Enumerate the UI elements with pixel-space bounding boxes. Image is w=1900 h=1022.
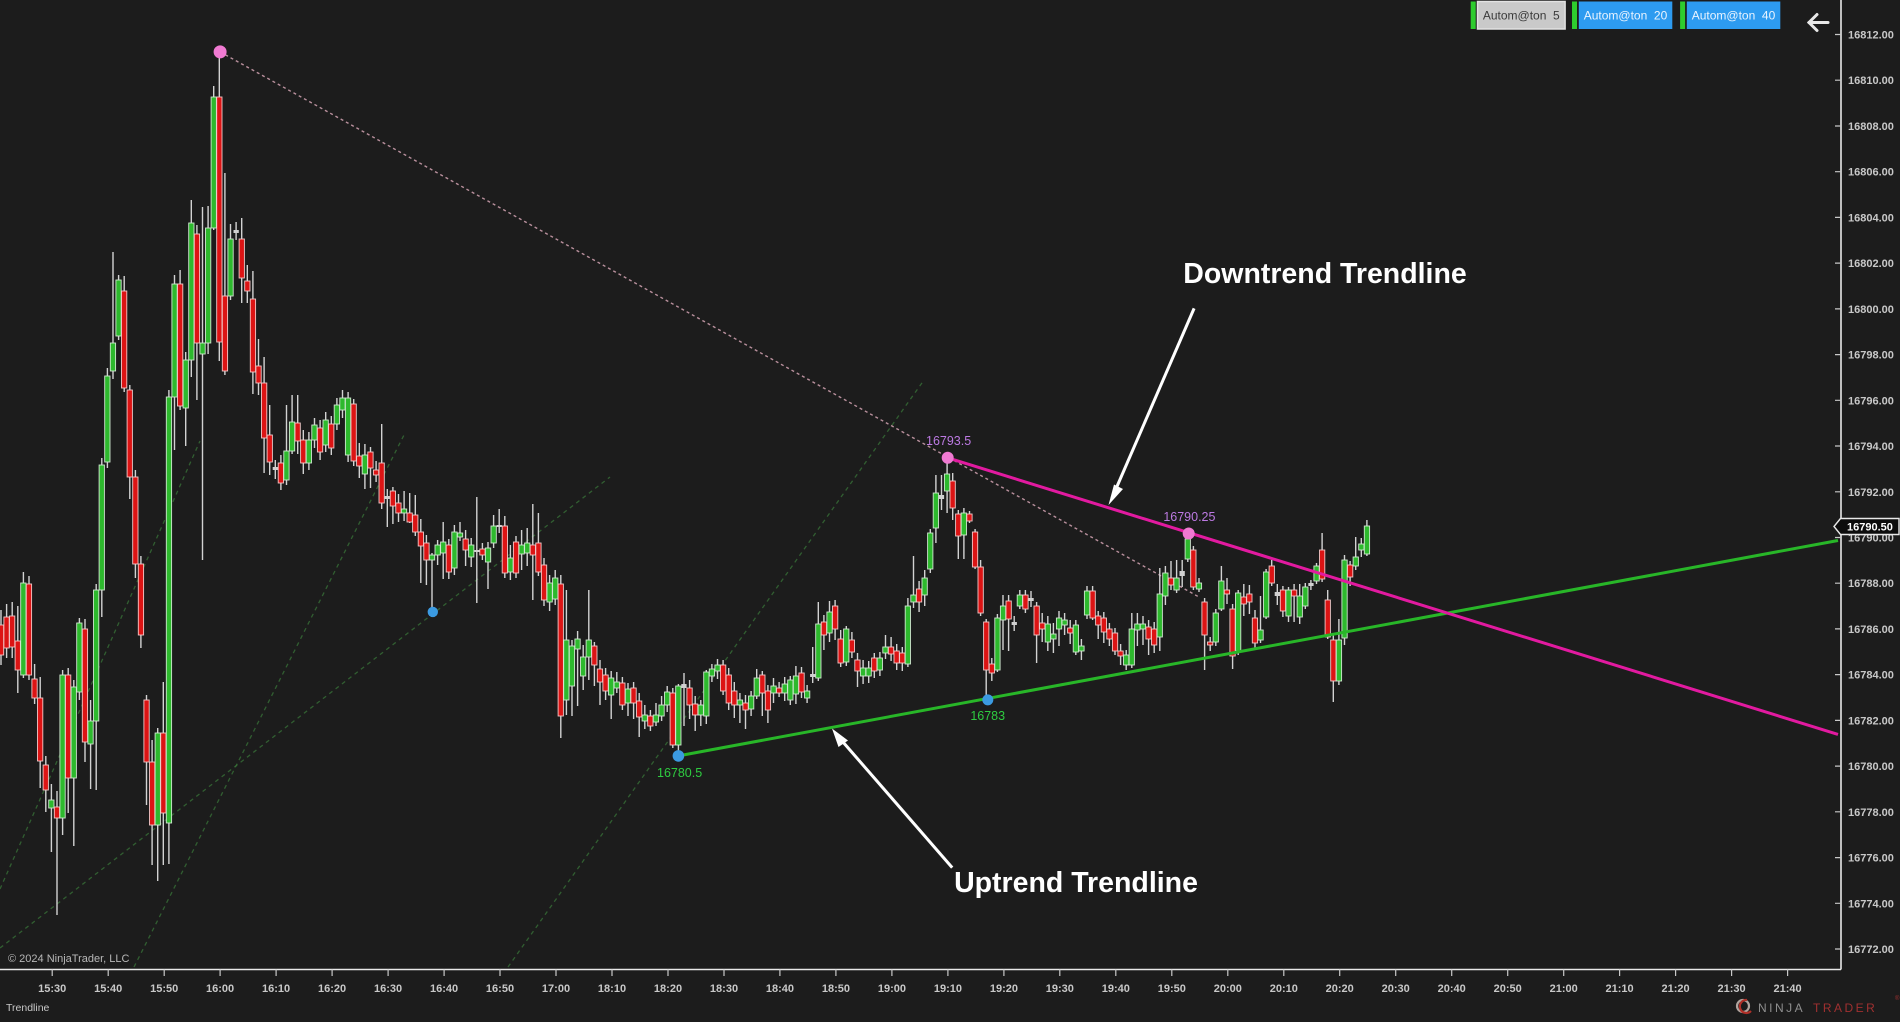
svg-text:16774.00: 16774.00 bbox=[1848, 898, 1894, 910]
svg-text:Trendline: Trendline bbox=[6, 1002, 50, 1014]
svg-text:21:10: 21:10 bbox=[1606, 983, 1634, 995]
svg-text:®: ® bbox=[1895, 995, 1900, 1002]
svg-text:16790.25: 16790.25 bbox=[1163, 510, 1215, 524]
svg-text:16790.00: 16790.00 bbox=[1848, 533, 1894, 545]
svg-text:16786.00: 16786.00 bbox=[1848, 624, 1894, 636]
svg-text:16800.00: 16800.00 bbox=[1848, 304, 1894, 316]
svg-text:20:30: 20:30 bbox=[1382, 983, 1410, 995]
svg-text:16802.00: 16802.00 bbox=[1848, 258, 1894, 270]
svg-text:21:30: 21:30 bbox=[1718, 983, 1746, 995]
svg-text:NINJA: NINJA bbox=[1758, 1001, 1805, 1015]
svg-text:16798.00: 16798.00 bbox=[1848, 350, 1894, 362]
svg-text:16776.00: 16776.00 bbox=[1848, 853, 1894, 865]
svg-text:21:20: 21:20 bbox=[1662, 983, 1690, 995]
svg-text:16792.00: 16792.00 bbox=[1848, 487, 1894, 499]
svg-text:16790.50: 16790.50 bbox=[1847, 522, 1893, 534]
svg-text:16796.00: 16796.00 bbox=[1848, 395, 1894, 407]
svg-text:15:40: 15:40 bbox=[94, 983, 122, 995]
svg-text:16772.00: 16772.00 bbox=[1848, 944, 1894, 956]
svg-text:19:50: 19:50 bbox=[1158, 983, 1186, 995]
svg-text:18:20: 18:20 bbox=[654, 983, 682, 995]
svg-text:20:00: 20:00 bbox=[1214, 983, 1242, 995]
svg-text:16780.00: 16780.00 bbox=[1848, 761, 1894, 773]
svg-text:21:40: 21:40 bbox=[1774, 983, 1802, 995]
svg-text:16783: 16783 bbox=[970, 709, 1005, 723]
svg-text:18:50: 18:50 bbox=[822, 983, 850, 995]
svg-text:17:00: 17:00 bbox=[542, 983, 570, 995]
svg-text:16793.5: 16793.5 bbox=[926, 434, 971, 448]
svg-text:20:40: 20:40 bbox=[1438, 983, 1466, 995]
svg-text:16780.5: 16780.5 bbox=[657, 766, 702, 780]
svg-text:16:10: 16:10 bbox=[262, 983, 290, 995]
svg-text:15:30: 15:30 bbox=[38, 983, 66, 995]
svg-text:19:20: 19:20 bbox=[990, 983, 1018, 995]
svg-text:16:00: 16:00 bbox=[206, 983, 234, 995]
svg-text:16804.00: 16804.00 bbox=[1848, 212, 1894, 224]
svg-text:16:40: 16:40 bbox=[430, 983, 458, 995]
svg-text:16794.00: 16794.00 bbox=[1848, 441, 1894, 453]
svg-text:Autom@ton 20: Autom@ton 20 bbox=[1584, 9, 1668, 23]
svg-text:Uptrend Trendline: Uptrend Trendline bbox=[954, 867, 1198, 899]
svg-text:19:40: 19:40 bbox=[1102, 983, 1130, 995]
svg-text:16812.00: 16812.00 bbox=[1848, 30, 1894, 42]
svg-text:19:30: 19:30 bbox=[1046, 983, 1074, 995]
svg-text:15:50: 15:50 bbox=[150, 983, 178, 995]
svg-text:Downtrend Trendline: Downtrend Trendline bbox=[1183, 258, 1466, 290]
svg-text:Autom@ton 40: Autom@ton 40 bbox=[1692, 9, 1776, 23]
svg-text:21:00: 21:00 bbox=[1550, 983, 1578, 995]
svg-text:16810.00: 16810.00 bbox=[1848, 75, 1894, 87]
svg-text:16808.00: 16808.00 bbox=[1848, 121, 1894, 133]
svg-text:20:20: 20:20 bbox=[1326, 983, 1354, 995]
svg-text:18:10: 18:10 bbox=[598, 983, 626, 995]
svg-text:16:30: 16:30 bbox=[374, 983, 402, 995]
svg-text:16:20: 16:20 bbox=[318, 983, 346, 995]
svg-text:20:50: 20:50 bbox=[1494, 983, 1522, 995]
svg-text:16784.00: 16784.00 bbox=[1848, 670, 1894, 682]
svg-text:16806.00: 16806.00 bbox=[1848, 167, 1894, 179]
svg-text:19:00: 19:00 bbox=[878, 983, 906, 995]
svg-text:20:10: 20:10 bbox=[1270, 983, 1298, 995]
svg-text:© 2024 NinjaTrader, LLC: © 2024 NinjaTrader, LLC bbox=[8, 953, 129, 965]
svg-text:TRADER: TRADER bbox=[1813, 1001, 1877, 1015]
svg-text:19:10: 19:10 bbox=[934, 983, 962, 995]
svg-text:16782.00: 16782.00 bbox=[1848, 715, 1894, 727]
svg-text:18:40: 18:40 bbox=[766, 983, 794, 995]
svg-text:18:30: 18:30 bbox=[710, 983, 738, 995]
svg-text:Autom@ton 5: Autom@ton 5 bbox=[1483, 9, 1560, 23]
svg-text:16:50: 16:50 bbox=[486, 983, 514, 995]
svg-text:16778.00: 16778.00 bbox=[1848, 807, 1894, 819]
svg-text:16788.00: 16788.00 bbox=[1848, 578, 1894, 590]
